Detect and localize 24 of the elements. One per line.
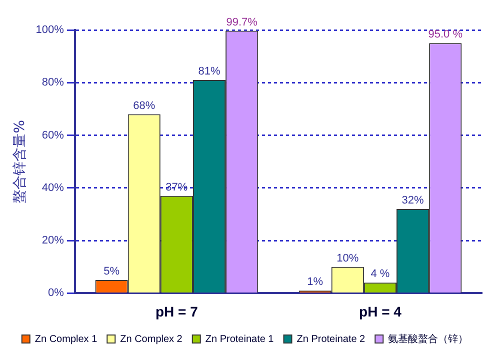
y-tick-label: 0%: [48, 287, 64, 300]
legend-label: Zn Proteinate 2: [296, 334, 366, 345]
legend-label: Zn Complex 1: [34, 334, 98, 345]
data-label: 95.0 %: [428, 28, 463, 41]
data-label: 5%: [104, 266, 120, 278]
data-label: 81%: [198, 66, 220, 78]
y-tick-label: 100%: [36, 24, 64, 36]
y-tick-label: 60%: [42, 129, 64, 142]
y-tick-label: 20%: [42, 234, 64, 247]
x-tick-label: pH = 4: [359, 303, 402, 320]
data-label: 37%: [166, 181, 188, 194]
y-tick-label: 80%: [42, 76, 64, 89]
legend-label: Zn Complex 2: [120, 334, 183, 345]
legend-label: 氨基酸螯合（锌）: [388, 332, 468, 345]
y-axis-title: 螯合锌含量%: [12, 120, 28, 204]
data-label: 10%: [336, 252, 359, 264]
legend-label: Zn Proteinate 1: [205, 334, 274, 345]
data-label: 4 %: [370, 268, 390, 280]
data-label: 68%: [133, 100, 156, 112]
data-label: 99.7%: [226, 16, 258, 28]
data-label: 1%: [307, 276, 324, 288]
y-tick-label: 40%: [42, 182, 64, 194]
data-label: 32%: [402, 194, 424, 207]
x-tick-label: pH = 7: [155, 303, 198, 320]
